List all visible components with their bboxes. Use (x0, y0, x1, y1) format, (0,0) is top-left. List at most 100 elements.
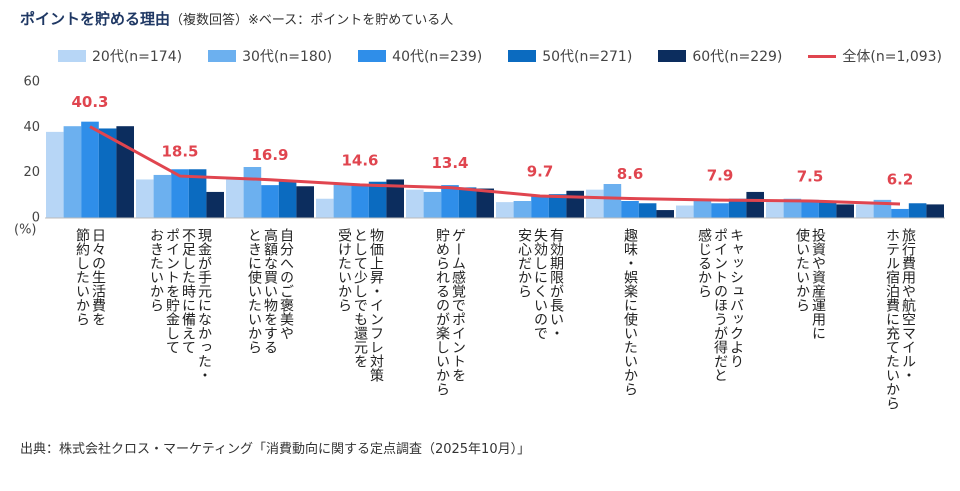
bar (46, 131, 64, 218)
legend: 20代(n=174) 30代(n=180) 40代(n=239) 50代(n=271)… (58, 46, 942, 66)
bar (261, 185, 279, 218)
bar (206, 191, 224, 218)
x-tick-label: 投資や資産運用に 使いたいから (794, 228, 826, 340)
bar (98, 128, 117, 218)
bar (386, 179, 404, 218)
legend-line (808, 54, 837, 58)
chart-title: ポイントを貯める理由 (20, 10, 171, 28)
bar (638, 203, 657, 218)
legend-swatch (658, 50, 687, 62)
legend-swatch (208, 50, 237, 62)
bar (333, 184, 352, 218)
x-tick-label: 趣味・娯楽に使いたいから (622, 228, 638, 396)
data-label: 14.6 (341, 151, 378, 169)
bar (801, 199, 819, 218)
legend-swatch (358, 50, 387, 62)
bar (746, 191, 764, 218)
bar (441, 185, 459, 218)
data-label: 6.2 (887, 170, 914, 188)
bar (548, 194, 567, 218)
bar (496, 202, 514, 218)
data-label: 9.7 (527, 163, 554, 181)
total-line (89, 125, 901, 206)
data-label: 18.5 (161, 143, 198, 161)
bar (891, 208, 909, 218)
bar (711, 203, 729, 218)
bar (766, 202, 784, 218)
legend-label: 50代(n=271) (542, 49, 633, 65)
bar (296, 186, 314, 218)
bar (188, 169, 207, 218)
x-tick-label: 日々の生活費を 節約したいから (74, 228, 106, 326)
bar (728, 198, 747, 218)
bar (116, 126, 134, 218)
legend-label: 40代(n=239) (392, 49, 483, 65)
y-axis-label: (%) (14, 223, 37, 238)
legend-item: 20代(n=174) (58, 46, 182, 66)
bar (783, 198, 802, 218)
y-tick-label: 40 (23, 120, 40, 135)
bar (351, 185, 369, 218)
legend-label: 30代(n=180) (242, 49, 333, 65)
bar (476, 188, 494, 218)
x-tick-label: 自分へのご褒美や 高額な買い物をする ときに使いたいから (246, 228, 294, 354)
legend-item: 全体(n=1,093) (808, 46, 942, 66)
legend-swatch (508, 50, 537, 62)
bar (836, 204, 854, 218)
bar (566, 190, 584, 218)
data-label: 8.6 (617, 165, 644, 183)
data-label: 40.3 (71, 93, 108, 111)
legend-swatch (58, 50, 86, 62)
bar (153, 174, 172, 218)
bar (856, 204, 874, 218)
legend-item: 30代(n=180) (208, 46, 332, 66)
data-label: 7.9 (707, 167, 734, 185)
chart-subtitle: （複数回答）※ベース：ポイントを貯めている人 (170, 13, 454, 28)
x-tick-label: 有効期限が長い・ 失効しにくいので 安心だから (516, 228, 564, 340)
x-tick-label: ゲーム感覚でポイントを 貯められるのが楽しいから (434, 228, 466, 396)
bar (423, 191, 442, 218)
title-block: ポイントを貯める理由（複数回答）※ベース：ポイントを貯めている人 (20, 8, 453, 29)
bar (63, 126, 82, 218)
bar (458, 187, 477, 218)
bar (656, 210, 674, 218)
bar (676, 205, 694, 218)
bar (406, 189, 424, 218)
legend-item: 50代(n=271) (508, 46, 632, 66)
data-label: 7.5 (797, 168, 824, 186)
bar (908, 203, 927, 218)
bar (693, 199, 712, 218)
x-tick-label: 物価上昇・インフレ対策 として少しでも還元を 受けたいから (336, 228, 384, 382)
bar (243, 167, 262, 218)
y-tick-label: 0 (32, 211, 40, 226)
y-tick-label: 60 (23, 75, 40, 90)
x-tick-label: 現金が手元になかった・ 不足した時に備えて ポイントを貯金して おきたいから (148, 228, 212, 382)
bar (603, 184, 622, 218)
bar (368, 181, 387, 218)
bar (316, 198, 334, 218)
bar (586, 189, 604, 218)
legend-label: 全体(n=1,093) (842, 49, 942, 65)
bar (81, 121, 99, 218)
bar (278, 180, 297, 218)
bar (621, 201, 639, 218)
bar (513, 201, 532, 218)
bar (926, 204, 944, 218)
bar (531, 196, 549, 218)
x-tick-label: キャッシュバックより ポイントのほうが得だと 感じるから (696, 228, 744, 382)
legend-label: 20代(n=174) (92, 49, 183, 65)
legend-item: 40代(n=239) (358, 46, 482, 66)
bar (136, 179, 154, 218)
data-label: 16.9 (251, 146, 288, 164)
bar (818, 201, 837, 218)
x-tick-label: 旅行費用や航空マイル・ ホテル宿泊費に充てたいから (884, 228, 916, 410)
bar (226, 179, 244, 218)
bar (171, 169, 189, 218)
y-tick-label: 20 (23, 165, 40, 180)
data-label: 13.4 (431, 154, 468, 172)
legend-label: 60代(n=229) (692, 49, 783, 65)
source: 出典：株式会社クロス・マーケティング「消費動向に関する定点調査（2025年10月… (20, 442, 531, 457)
legend-item: 60代(n=229) (658, 46, 782, 66)
